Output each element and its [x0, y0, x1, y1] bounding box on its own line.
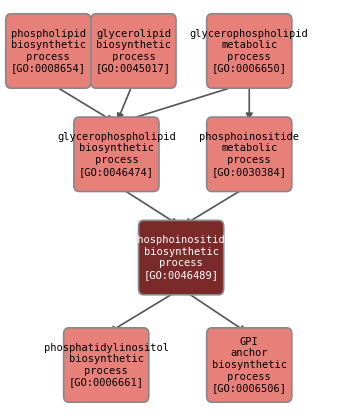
FancyBboxPatch shape [64, 328, 149, 402]
Text: glycerophospholipid
biosynthetic
process
[GO:0046474]: glycerophospholipid biosynthetic process… [57, 132, 176, 177]
FancyBboxPatch shape [207, 14, 292, 88]
FancyBboxPatch shape [138, 220, 224, 295]
Text: glycerophospholipid
metabolic
process
[GO:0006650]: glycerophospholipid metabolic process [G… [190, 29, 309, 73]
Text: phosphoinositide
biosynthetic
process
[GO:0046489]: phosphoinositide biosynthetic process [G… [131, 235, 231, 280]
Text: phospholipid
biosynthetic
process
[GO:0008654]: phospholipid biosynthetic process [GO:00… [11, 29, 86, 73]
FancyBboxPatch shape [74, 117, 159, 191]
FancyBboxPatch shape [6, 14, 91, 88]
Text: GPI
anchor
biosynthetic
process
[GO:0006506]: GPI anchor biosynthetic process [GO:0006… [212, 337, 287, 393]
FancyBboxPatch shape [91, 14, 176, 88]
Text: phosphatidylinositol
biosynthetic
process
[GO:0006661]: phosphatidylinositol biosynthetic proces… [44, 343, 169, 387]
Text: glycerolipid
biosynthetic
process
[GO:0045017]: glycerolipid biosynthetic process [GO:00… [96, 29, 171, 73]
Text: phosphoinositide
metabolic
process
[GO:0030384]: phosphoinositide metabolic process [GO:0… [199, 132, 299, 177]
FancyBboxPatch shape [207, 328, 292, 402]
FancyBboxPatch shape [207, 117, 292, 191]
